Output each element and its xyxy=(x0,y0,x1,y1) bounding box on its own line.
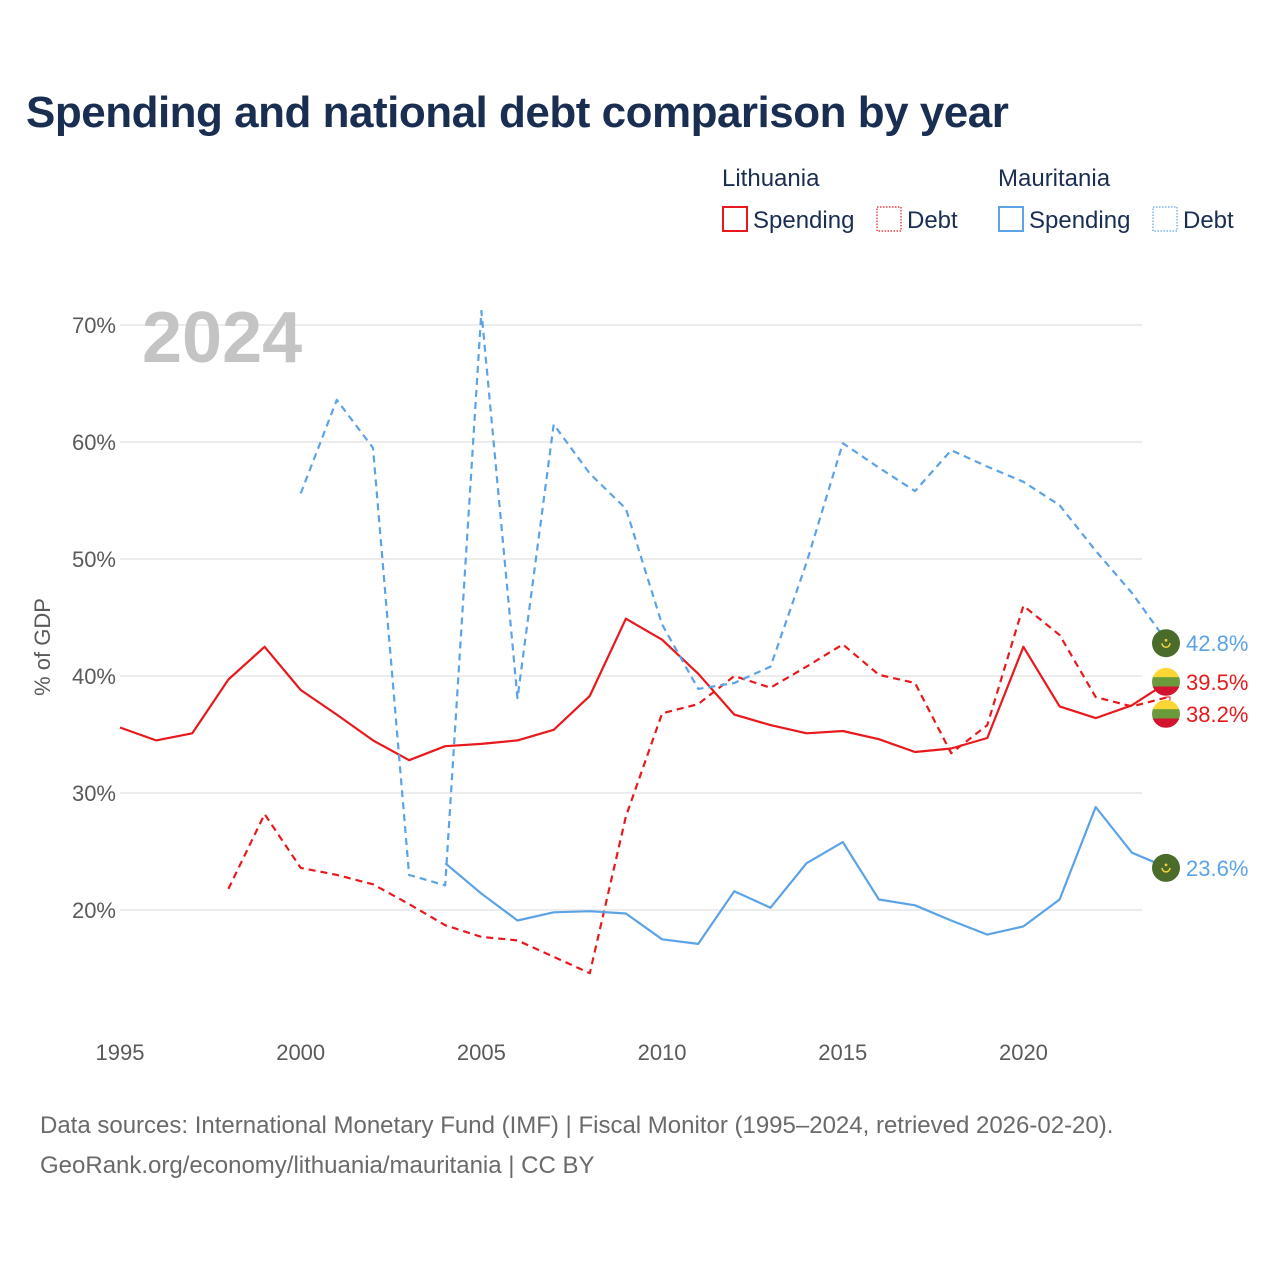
data-source-note: Data sources: International Monetary Fun… xyxy=(40,1112,1114,1139)
end-value-label: 38.2% xyxy=(1186,702,1248,727)
y-tick-label: 20% xyxy=(72,898,116,923)
y-tick-label: 30% xyxy=(72,781,116,806)
legend-swatch-debt xyxy=(1152,206,1178,232)
x-axis-ticks: 1995 2000 2005 2010 2015 2020 xyxy=(96,1040,1048,1065)
series-line-lithuania-debt xyxy=(227,604,1169,975)
x-tick-label: 1995 xyxy=(96,1040,145,1065)
gridlines xyxy=(120,324,1142,911)
legend-swatch-debt xyxy=(876,206,902,232)
end-value-label: 42.8% xyxy=(1186,631,1248,656)
x-tick-label: 2020 xyxy=(999,1040,1048,1065)
x-tick-label: 2000 xyxy=(276,1040,325,1065)
mauritania-flag-icon xyxy=(1152,853,1180,882)
legend: Lithuania Spending Debt Mauritania Spending D… xyxy=(722,165,1234,234)
attribution-link[interactable]: GeoRank.org/economy/lithuania/mauritania… xyxy=(40,1152,595,1179)
legend-item-label: Spending xyxy=(1029,207,1130,234)
series-line-mauritania-debt xyxy=(299,309,1169,887)
end-value-label: 23.6% xyxy=(1186,856,1248,881)
mauritania-flag-icon xyxy=(1152,629,1180,658)
y-axis-label: % of GDP xyxy=(30,598,55,696)
year-watermark: 2024 xyxy=(142,298,302,378)
footer: Data sources: International Monetary Fun… xyxy=(40,1106,1260,1186)
legend-item-label: Debt xyxy=(1183,207,1234,234)
legend-swatch-spending xyxy=(998,206,1024,232)
legend-item-label: Spending xyxy=(753,207,854,234)
lithuania-flag-icon xyxy=(1152,667,1180,696)
y-tick-label: 60% xyxy=(72,430,116,455)
y-tick-label: 40% xyxy=(72,664,116,689)
lithuania-flag-icon xyxy=(1152,699,1180,728)
end-labels: 42.8% 39.5% 38.2% 23.6% xyxy=(1152,629,1248,882)
y-tick-label: 50% xyxy=(72,547,116,572)
legend-country-lithuania: Lithuania xyxy=(722,165,820,192)
x-tick-label: 2010 xyxy=(638,1040,687,1065)
y-axis-ticks: 20% 30% 40% 50% 60% 70% xyxy=(72,313,116,923)
legend-country-mauritania: Mauritania xyxy=(998,165,1111,192)
x-tick-label: 2015 xyxy=(818,1040,867,1065)
series-line-lithuania-spending xyxy=(119,617,1169,762)
chart-title: Spending and national debt comparison by… xyxy=(26,88,1009,137)
end-value-label: 39.5% xyxy=(1186,670,1248,695)
x-tick-label: 2005 xyxy=(457,1040,506,1065)
legend-swatch-spending xyxy=(722,206,748,232)
y-tick-label: 70% xyxy=(72,313,116,338)
series-line-mauritania-spending xyxy=(444,805,1169,946)
legend-item-label: Debt xyxy=(907,207,958,234)
series-lines xyxy=(119,309,1169,975)
